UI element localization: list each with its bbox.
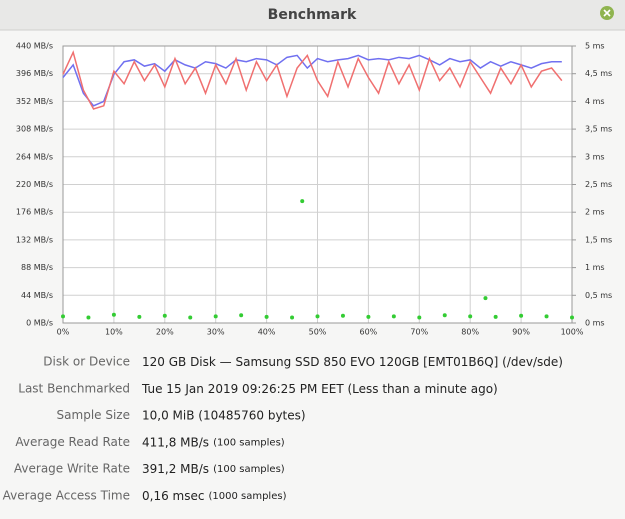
series-line — [62, 50, 563, 110]
dialog-title: Benchmark — [268, 7, 357, 23]
access-point — [442, 313, 447, 318]
field-label: Last Benchmarked — [18, 381, 130, 395]
y-tick-label: 88 MB/s — [21, 263, 53, 272]
y2-tick-label: 5 ms — [585, 42, 605, 51]
y-tick-label: 264 MB/s — [16, 152, 53, 161]
value-note: (100 samples) — [213, 437, 285, 448]
access-point — [137, 314, 142, 319]
access-point — [300, 199, 305, 204]
x-tick-label: 20% — [156, 328, 174, 337]
access-point — [86, 315, 91, 320]
header-bar — [0, 0, 625, 30]
x-tick-label: 40% — [258, 328, 276, 337]
field-label: Average Read Rate — [15, 435, 130, 449]
access-point — [340, 313, 345, 318]
field-value: 10,0 MiB (10485760 bytes) — [142, 408, 306, 422]
access-point — [61, 314, 65, 319]
y-tick-label: 44 MB/s — [21, 291, 53, 300]
x-tick-label: 30% — [207, 328, 225, 337]
close-button[interactable] — [600, 6, 614, 20]
plot-border — [62, 45, 573, 324]
y2-tick-label: 4 ms — [585, 97, 605, 106]
access-point — [483, 296, 488, 301]
x-tick-label: 70% — [410, 328, 428, 337]
field-label: Disk or Device — [43, 355, 130, 369]
y2-tick-label: 3,5 ms — [585, 125, 612, 134]
access-point — [519, 313, 524, 318]
x-tick-label: 90% — [512, 328, 530, 337]
y-tick-label: 440 MB/s — [16, 42, 53, 51]
value-text: 120 GB Disk — Samsung SSD 850 EVO 120GB … — [142, 355, 563, 369]
access-point — [570, 315, 574, 320]
info-list: Disk or Device 120 GB Disk — Samsung SSD … — [3, 355, 563, 503]
chart: 0 MB/s 44 MB/s 88 MB/s 132 MB/s 176 MB/s 220 … — [16, 42, 612, 337]
access-point — [213, 314, 218, 319]
access-point — [162, 313, 167, 318]
field-value: 0,16 msec (1000 samples) — [142, 489, 287, 503]
close-icon[interactable] — [603, 9, 611, 17]
series-line — [62, 54, 562, 107]
access-point — [417, 315, 422, 320]
y2-tick-label: 4,5 ms — [585, 69, 612, 78]
y-tick-label: 308 MB/s — [16, 125, 53, 134]
access-point — [493, 314, 498, 319]
y2-tick-label: 1,5 ms — [585, 235, 612, 244]
y2-tick-label: 2 ms — [585, 208, 605, 217]
field-value: 411,8 MB/s (100 samples) — [142, 435, 285, 449]
access-point — [468, 314, 473, 319]
x-tick-label: 60% — [360, 328, 378, 337]
y2-tick-label: 1 ms — [585, 263, 605, 272]
access-point — [315, 314, 320, 319]
x-tick-label: 0% — [57, 328, 70, 337]
x-tick-label: 80% — [461, 328, 479, 337]
value-text: 391,2 MB/s — [142, 462, 209, 476]
field-label: Average Write Rate — [14, 462, 130, 476]
access-point — [544, 314, 549, 319]
field-value: 391,2 MB/s (100 samples) — [142, 462, 285, 476]
value-text: 0,16 msec — [142, 489, 204, 503]
field-value: 120 GB Disk — Samsung SSD 850 EVO 120GB … — [142, 355, 563, 369]
y-tick-label: 352 MB/s — [16, 97, 53, 106]
field-label: Average Access Time — [3, 489, 130, 503]
x-tick-label: 100% — [561, 328, 584, 337]
y-tick-label: 0 MB/s — [26, 319, 53, 328]
y-tick-label: 220 MB/s — [16, 180, 53, 189]
x-tick-label: 10% — [105, 328, 123, 337]
y-tick-label: 396 MB/s — [16, 69, 53, 78]
access-point — [366, 314, 371, 319]
value-note: (100 samples) — [213, 464, 285, 475]
value-text: 411,8 MB/s — [142, 435, 209, 449]
field-label: Sample Size — [57, 408, 130, 422]
y-tick-label: 132 MB/s — [16, 235, 53, 244]
y-tick-label: 176 MB/s — [16, 208, 53, 217]
value-text: 10,0 MiB (10485760 bytes) — [142, 408, 306, 422]
access-point — [391, 314, 396, 319]
access-point — [188, 315, 193, 320]
access-point — [290, 315, 295, 320]
access-point — [111, 312, 116, 317]
y2-tick-label: 0,5 ms — [585, 291, 612, 300]
y2-tick-label: 2,5 ms — [585, 180, 612, 189]
value-note: (1000 samples) — [208, 491, 286, 502]
field-value: Tue 15 Jan 2019 09:26:25 PM EET (Less th… — [141, 381, 498, 395]
access-point — [264, 314, 269, 319]
y2-tick-label: 3 ms — [585, 152, 605, 161]
y2-tick-label: 0 ms — [585, 319, 605, 328]
value-text: Tue 15 Jan 2019 09:26:25 PM EET (Less th… — [141, 381, 498, 395]
access-point — [239, 313, 244, 318]
x-tick-label: 50% — [309, 328, 327, 337]
